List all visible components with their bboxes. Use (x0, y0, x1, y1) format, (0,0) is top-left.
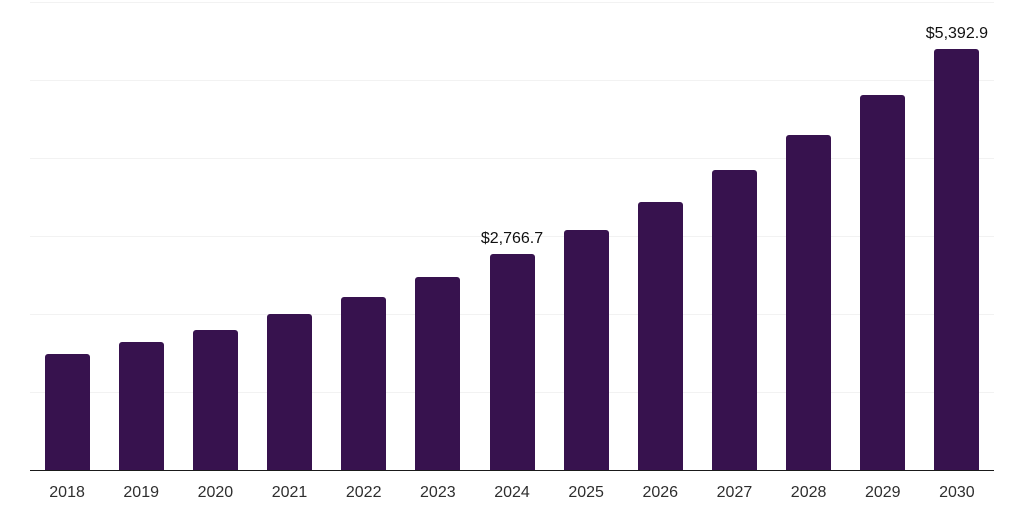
x-tick-label-2025: 2025 (568, 484, 604, 501)
x-tick-label-2021: 2021 (271, 484, 308, 501)
gridline-4000 (30, 158, 994, 159)
gridline-6000 (30, 2, 994, 3)
bar-2026 (637, 201, 683, 470)
bar-2020 (192, 329, 238, 470)
x-tick-label-2026: 2026 (642, 484, 679, 501)
gridline-3000 (30, 236, 994, 237)
x-tick-label-2023: 2023 (420, 484, 456, 501)
x-tick-label-2030: 2030 (939, 484, 975, 501)
x-tick-label-2019: 2019 (123, 484, 159, 501)
bar-2021 (267, 314, 313, 470)
x-tick-label-2029: 2029 (864, 484, 901, 501)
x-tick-label-2024: 2024 (494, 484, 530, 501)
bar-2023 (415, 276, 461, 470)
gridline-5000 (30, 80, 994, 81)
x-tick-label-2028: 2028 (790, 484, 827, 501)
bar-2022 (341, 296, 387, 470)
x-axis-line (30, 470, 994, 471)
bar-2024 (489, 254, 535, 470)
bar-2027 (711, 169, 757, 470)
x-tick-label-2027: 2027 (716, 484, 753, 501)
bar-2029 (860, 95, 906, 470)
x-tick-label-2020: 2020 (197, 484, 234, 501)
bar-2018 (44, 353, 90, 470)
bar-2025 (563, 230, 609, 470)
bar-2030 (934, 49, 980, 470)
bar-2028 (786, 134, 832, 470)
data-label-2024: $2,766.7 (480, 230, 544, 248)
data-label-2030: $5,392.9 (925, 25, 989, 43)
bar-2019 (118, 341, 164, 470)
x-tick-label-2022: 2022 (345, 484, 382, 501)
x-tick-label-2018: 2018 (49, 484, 85, 501)
